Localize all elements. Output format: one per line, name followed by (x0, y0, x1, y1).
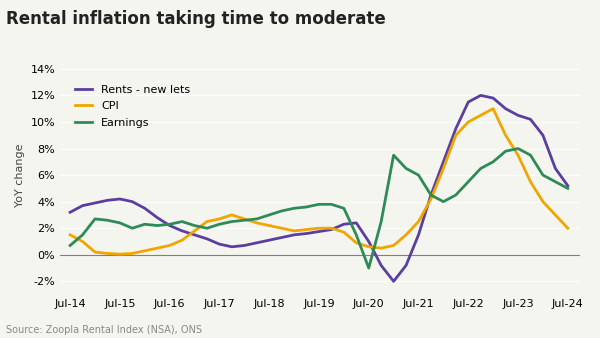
Legend: Rents - new lets, CPI, Earnings: Rents - new lets, CPI, Earnings (71, 80, 194, 132)
Y-axis label: YoY change: YoY change (15, 143, 25, 207)
Text: Rental inflation taking time to moderate: Rental inflation taking time to moderate (6, 10, 386, 28)
Text: Source: Zoopla Rental Index (NSA), ONS: Source: Zoopla Rental Index (NSA), ONS (6, 324, 202, 335)
